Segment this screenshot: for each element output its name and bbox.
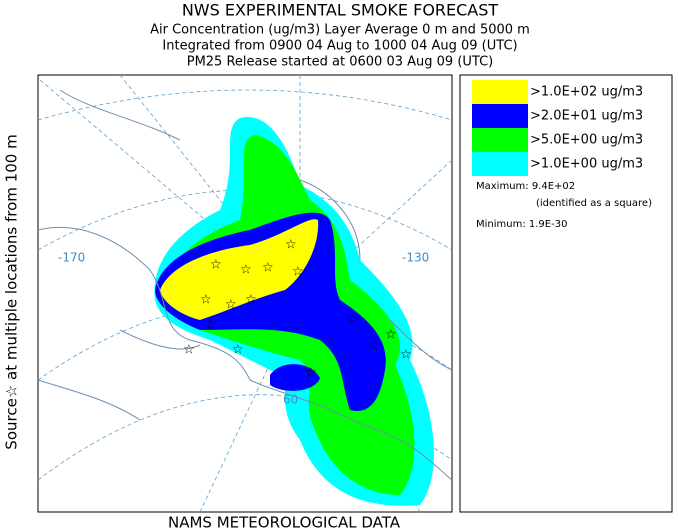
map: -170 -130 60 ☆ ☆ ☆ ☆ ☆ ☆ ☆ ☆ ☆ ☆ ☆ ☆ ☆ ☆… xyxy=(37,74,453,513)
legend-frame xyxy=(459,74,673,513)
footer: NAMS METEOROLOGICAL DATA xyxy=(168,514,401,532)
legend-swatch xyxy=(472,80,528,104)
source-star: ☆ xyxy=(200,293,212,308)
subtitle: Integrated from 0900 04 Aug to 1000 04 A… xyxy=(162,39,517,54)
subtitle: PM25 Release started at 0600 03 Aug 09 (… xyxy=(187,55,494,70)
legend-label: >1.0E+00 ug/m3 xyxy=(530,157,643,172)
legend-swatch xyxy=(472,104,528,128)
map-label: -170 xyxy=(58,251,85,265)
source-star: ☆ xyxy=(400,348,412,363)
legend-label: >1.0E+02 ug/m3 xyxy=(530,85,643,100)
source-star: ☆ xyxy=(305,366,317,381)
source-star: ☆ xyxy=(205,318,217,333)
legend-swatch xyxy=(472,128,528,152)
source-star: ☆ xyxy=(285,238,297,253)
legend-label: >5.0E+00 ug/m3 xyxy=(530,133,643,148)
source-star: ☆ xyxy=(385,328,397,343)
sources: ☆ ☆ ☆ ☆ ☆ ☆ ☆ ☆ ☆ ☆ ☆ ☆ ☆ ☆ ☆ ☆ xyxy=(183,238,412,381)
side-label: Source☆ at multiple locations from 100 m xyxy=(3,134,21,449)
minimum: Minimum: 1.9E-30 xyxy=(476,219,567,230)
source-star: ☆ xyxy=(368,339,380,354)
legend-label: >2.0E+01 ug/m3 xyxy=(530,109,643,124)
source-star: ☆ xyxy=(292,265,304,280)
source-star: ☆ xyxy=(347,313,359,328)
coastline xyxy=(37,89,453,481)
maximum: Maximum: 9.4E+02 xyxy=(476,181,575,192)
map-label: -130 xyxy=(402,251,429,265)
source-star: ☆ xyxy=(245,293,257,308)
legend-swatch xyxy=(472,152,528,176)
source-star: ☆ xyxy=(232,343,244,358)
source-star: ☆ xyxy=(210,258,222,273)
legend: Maximum: 9.4E+02 (identified as a square… xyxy=(459,74,673,513)
plume-5 xyxy=(270,364,320,391)
source-star: ☆ xyxy=(225,298,237,313)
source-star: ☆ xyxy=(183,343,195,358)
plume-4 xyxy=(160,219,319,320)
source-star: ☆ xyxy=(240,263,252,278)
title: NWS EXPERIMENTAL SMOKE FORECAST xyxy=(182,1,499,20)
source-star: ☆ xyxy=(262,261,274,276)
maximum-note: (identified as a square) xyxy=(536,198,652,209)
map-label: 60 xyxy=(283,393,298,407)
subtitle: Air Concentration (ug/m3) Layer Average … xyxy=(150,23,530,38)
